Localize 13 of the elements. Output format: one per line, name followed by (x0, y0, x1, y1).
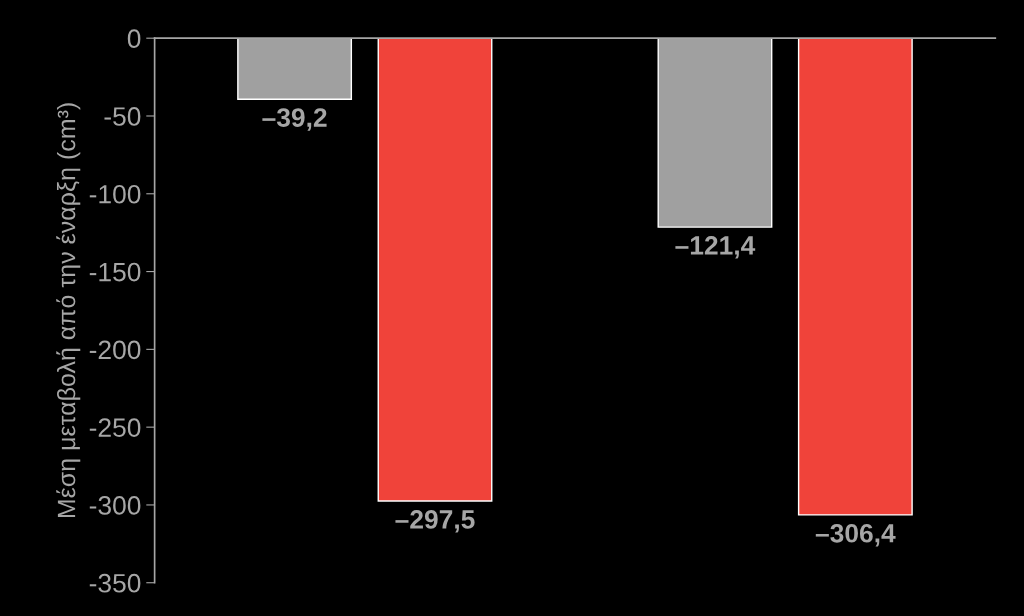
data-label: –306,4 (815, 523, 896, 547)
y-tick-label: -100 (89, 184, 141, 204)
data-label: –39,2 (262, 108, 327, 131)
y-tick-label: -350 (89, 573, 141, 593)
data-label: –121,4 (675, 236, 756, 259)
y-tick-label: -200 (89, 340, 141, 360)
y-tick-label: -150 (89, 262, 141, 282)
y-tick-label: -300 (89, 496, 141, 515)
y-axis-title: Μέση μεταβολή από την έναρξη (cm³) (56, 103, 81, 518)
y-tick-label: -50 (104, 107, 141, 126)
y-tick-label: -250 (89, 418, 141, 437)
y-tick-label: 0 (127, 29, 141, 49)
data-label: –297,5 (395, 510, 475, 533)
